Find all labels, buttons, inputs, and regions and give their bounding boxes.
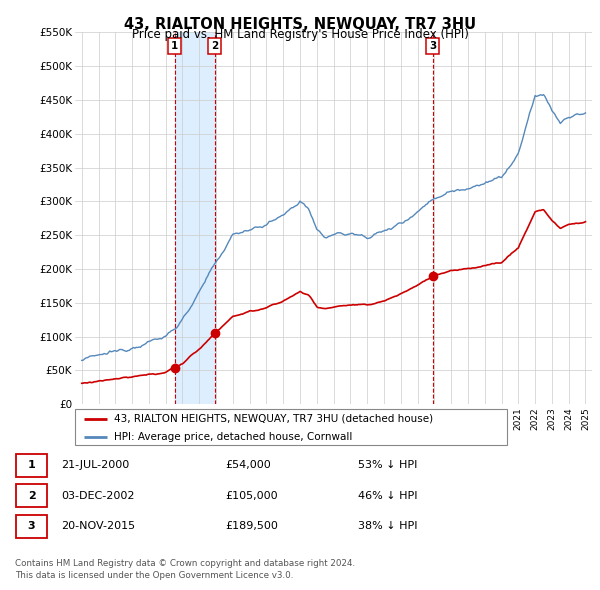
- Text: 1: 1: [28, 460, 35, 470]
- Text: Contains HM Land Registry data © Crown copyright and database right 2024.: Contains HM Land Registry data © Crown c…: [15, 559, 355, 568]
- FancyBboxPatch shape: [16, 454, 47, 477]
- FancyBboxPatch shape: [16, 515, 47, 538]
- Text: 21-JUL-2000: 21-JUL-2000: [61, 460, 129, 470]
- Text: 38% ↓ HPI: 38% ↓ HPI: [358, 522, 417, 532]
- Text: £54,000: £54,000: [225, 460, 271, 470]
- Text: 2: 2: [28, 491, 35, 501]
- Bar: [175, 32, 215, 404]
- Text: 43, RIALTON HEIGHTS, NEWQUAY, TR7 3HU: 43, RIALTON HEIGHTS, NEWQUAY, TR7 3HU: [124, 17, 476, 31]
- Text: HPI: Average price, detached house, Cornwall: HPI: Average price, detached house, Corn…: [114, 432, 352, 442]
- FancyBboxPatch shape: [16, 484, 47, 507]
- Text: 1: 1: [171, 41, 179, 51]
- Text: 03-DEC-2002: 03-DEC-2002: [61, 491, 134, 501]
- Text: 3: 3: [28, 522, 35, 532]
- Text: 53% ↓ HPI: 53% ↓ HPI: [358, 460, 417, 470]
- Text: 46% ↓ HPI: 46% ↓ HPI: [358, 491, 417, 501]
- Text: £189,500: £189,500: [225, 522, 278, 532]
- Text: 2: 2: [211, 41, 218, 51]
- Text: 3: 3: [429, 41, 436, 51]
- Text: 43, RIALTON HEIGHTS, NEWQUAY, TR7 3HU (detached house): 43, RIALTON HEIGHTS, NEWQUAY, TR7 3HU (d…: [114, 414, 433, 424]
- Text: This data is licensed under the Open Government Licence v3.0.: This data is licensed under the Open Gov…: [15, 571, 293, 579]
- Text: 20-NOV-2015: 20-NOV-2015: [61, 522, 135, 532]
- Text: £105,000: £105,000: [225, 491, 278, 501]
- Text: Price paid vs. HM Land Registry's House Price Index (HPI): Price paid vs. HM Land Registry's House …: [131, 28, 469, 41]
